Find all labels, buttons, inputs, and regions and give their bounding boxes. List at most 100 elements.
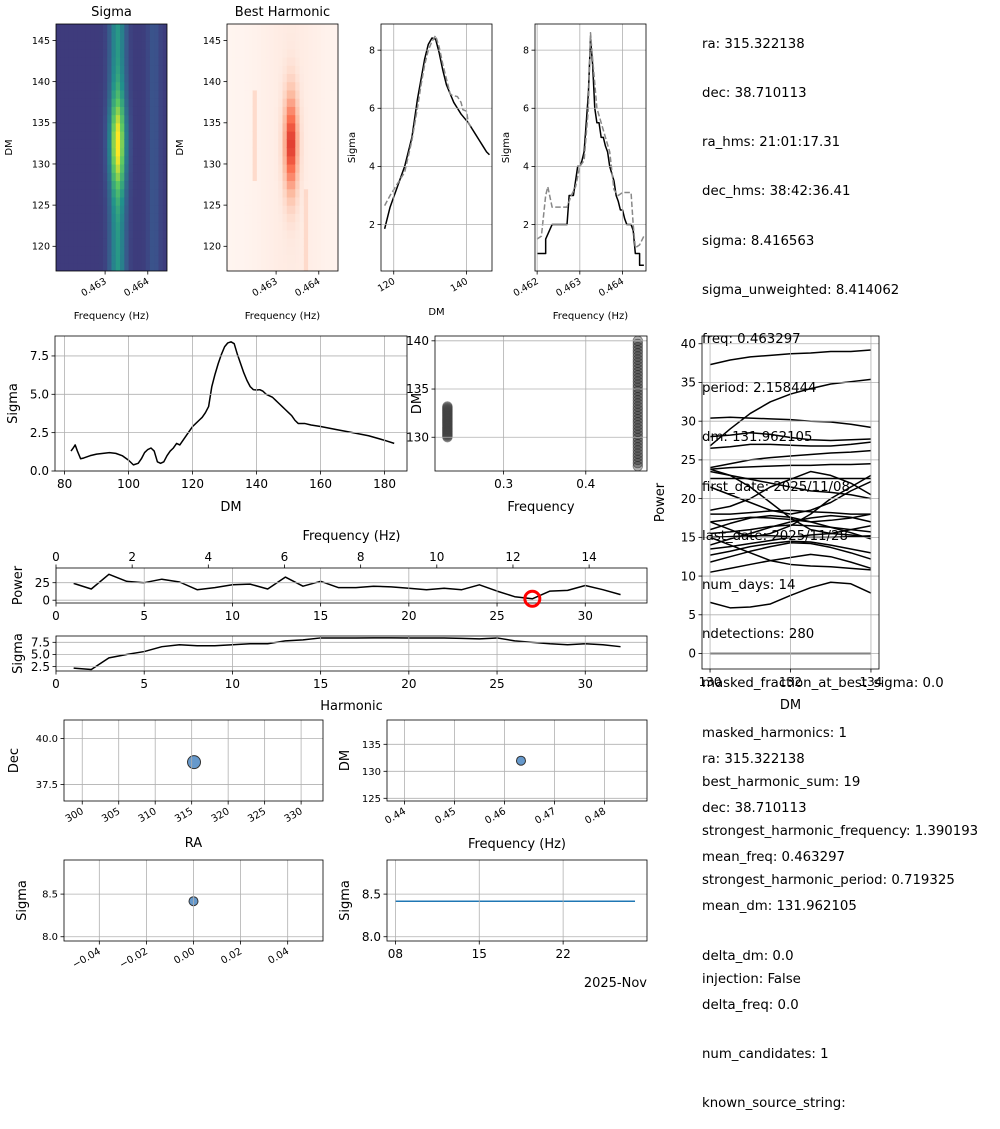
y-axis-label: DM [175, 139, 186, 155]
heatmap-cell [320, 48, 326, 58]
heatmap-cell [137, 98, 142, 107]
heatmap-cell [141, 155, 147, 165]
heatmap-cell [73, 213, 78, 223]
heatmap-cell [252, 213, 258, 223]
heatmap-cell [56, 81, 61, 91]
heatmap-cell [295, 65, 301, 74]
heatmap-cell [149, 98, 155, 107]
heatmap-cell [252, 163, 258, 173]
heatmap-cell [261, 188, 267, 198]
heatmap-cell [149, 229, 155, 239]
heatmap-cell [308, 32, 313, 42]
heatmap-cell [248, 147, 254, 157]
heatmap-cell [98, 56, 104, 66]
y-tick-label: 0 [688, 647, 696, 661]
heatmap-cell [111, 155, 117, 165]
y-axis-label: Sigma [11, 633, 26, 674]
heatmap-cell [81, 155, 87, 165]
heatmap-cell [231, 246, 237, 256]
heatmap-cell [162, 188, 167, 198]
heatmap-cell [235, 56, 241, 66]
heatmap-cell [273, 32, 279, 42]
x-tick-label: 15 [472, 947, 487, 961]
heatmap-cell [295, 56, 301, 66]
heatmap-cell [115, 65, 121, 74]
heatmap-cell [132, 246, 138, 256]
heatmap-cell [124, 262, 130, 271]
heatmap-cell [278, 221, 284, 231]
heatmap-cell [141, 40, 147, 50]
heatmap-cell [98, 155, 104, 165]
heatmap-cell [261, 24, 267, 33]
heatmap-cell [128, 147, 134, 157]
x-tick-label: 0.3 [494, 477, 513, 491]
heatmap-cell [81, 205, 87, 214]
heatmap-cell [94, 188, 100, 198]
heatmap-cell [227, 172, 232, 182]
heatmap-cell [149, 48, 155, 58]
heatmap-cell [299, 188, 305, 198]
heatmap-cell [278, 188, 284, 198]
heatmap-cell [282, 24, 288, 33]
heatmap-cell [235, 106, 241, 116]
heatmap-cell [231, 114, 237, 124]
heatmap-cell [325, 73, 331, 83]
heatmap-cell [278, 40, 284, 50]
heatmap-cell [145, 106, 151, 116]
x-tick-label: 5 [140, 609, 148, 623]
heatmap-cell [154, 246, 160, 256]
axes-frame [55, 23, 168, 272]
heatmap-cell [90, 221, 96, 231]
heatmap-cell [256, 73, 262, 83]
heatmap-cell [162, 73, 167, 83]
heatmap-cell [141, 147, 147, 157]
heatmap-cell [60, 163, 66, 173]
heatmap-cell [295, 221, 301, 231]
heatmap-cell [149, 32, 155, 42]
heatmap-cell [81, 163, 87, 173]
heatmap-cell [316, 65, 322, 74]
heatmap-cell [94, 40, 100, 50]
heatmap-cell [158, 221, 164, 231]
x-tick-label: 140 [449, 276, 470, 295]
heatmap-cell [56, 163, 61, 173]
heatmap-cell [316, 131, 322, 140]
heatmap-cell [145, 213, 151, 223]
heatmap-cell [325, 81, 331, 91]
heatmap-cell [132, 172, 138, 182]
heatmap-cell [141, 131, 147, 140]
heatmap-cell [273, 188, 279, 198]
heatmap-cell [124, 229, 130, 239]
heatmap-cell [98, 147, 104, 157]
heatmap-cell [98, 262, 104, 271]
heatmap-cell [308, 106, 313, 116]
heatmap-cell [90, 147, 96, 157]
heatmap-cell [77, 196, 83, 206]
heatmap-cell [124, 246, 130, 256]
heatmap-cell [248, 122, 254, 132]
heatmap-cell [128, 56, 134, 66]
heatmap-cell [333, 131, 338, 140]
heatmap-cell [102, 188, 108, 198]
heatmap-cell [60, 32, 66, 42]
heatmap-cell [320, 106, 326, 116]
heatmap-cell [73, 114, 78, 124]
heatmap-cell [162, 32, 167, 42]
heatmap-cell [231, 65, 237, 74]
heatmap-cell [90, 56, 96, 66]
heatmap-cell [128, 262, 134, 271]
heatmap-cell [73, 139, 78, 149]
heatmap-cell [286, 89, 292, 99]
y-tick-label: 130 [362, 767, 381, 778]
heatmap-cell [64, 131, 70, 140]
heatmap-cell [81, 262, 87, 271]
heatmap-cell [291, 246, 296, 256]
heatmap-cell [162, 229, 167, 239]
heatmap-cell [282, 131, 288, 140]
heatmap-cell [111, 40, 117, 50]
heatmap-cell [244, 163, 249, 173]
info-line: dec: 38.710113 [702, 86, 807, 102]
heatmap-cell [299, 221, 305, 231]
